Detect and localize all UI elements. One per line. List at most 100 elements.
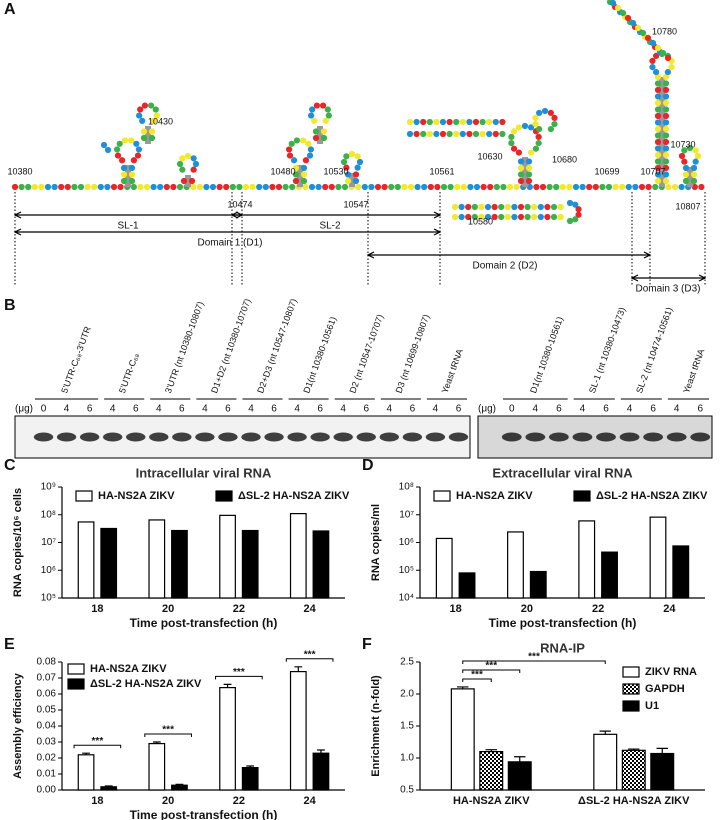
band xyxy=(356,432,376,442)
nucleotide xyxy=(309,106,316,113)
bar xyxy=(289,670,307,791)
legend-swatch xyxy=(433,490,451,502)
nucleotide xyxy=(143,183,151,191)
nucleotide xyxy=(592,183,599,191)
nucleotide xyxy=(517,171,525,178)
legend-label: ZIKV RNA xyxy=(645,666,697,678)
arrow-head xyxy=(13,228,442,236)
error-bar xyxy=(457,686,469,689)
region-label: SL-1 xyxy=(117,221,139,232)
region-label: Domain 1 (D1) xyxy=(197,238,262,249)
band xyxy=(218,432,238,442)
position-label: 10780 xyxy=(652,26,677,36)
legend-swatch xyxy=(622,666,640,678)
nucleotide xyxy=(654,171,662,178)
nucleotide xyxy=(58,183,65,191)
nucleotide xyxy=(150,183,157,191)
bar xyxy=(650,752,675,791)
bar xyxy=(148,742,166,791)
band xyxy=(333,432,353,442)
bar xyxy=(450,688,475,791)
nucleotide xyxy=(288,140,295,147)
nucleotide xyxy=(662,145,670,152)
nucleotide xyxy=(128,177,136,185)
nucleotide xyxy=(480,183,487,191)
dose-label: 6 xyxy=(133,404,139,415)
dose-label: 0 xyxy=(509,404,515,415)
x-tick-label: 24 xyxy=(663,603,676,615)
nucleotide xyxy=(546,183,553,191)
nucleotide xyxy=(311,117,318,124)
arrow-head xyxy=(366,251,652,259)
nucleotide xyxy=(566,199,574,207)
nucleotide xyxy=(355,183,362,191)
nucleotide xyxy=(508,133,515,140)
error-bar xyxy=(152,741,161,744)
bar xyxy=(219,514,236,599)
nucleotide xyxy=(299,137,307,144)
bar xyxy=(289,513,307,599)
nucleotide xyxy=(84,183,91,191)
band xyxy=(619,432,640,442)
region-label: Domain 2 (D2) xyxy=(472,261,537,272)
nucleotide xyxy=(302,157,310,164)
error-bar xyxy=(485,749,497,752)
dose-label: 6 xyxy=(87,404,93,415)
nucleotide xyxy=(649,63,656,71)
band xyxy=(149,432,169,442)
nucleotide xyxy=(544,203,551,211)
arrow-head xyxy=(230,211,442,219)
nucleotide xyxy=(654,151,662,159)
nucleotide xyxy=(535,140,542,147)
nucleotide xyxy=(662,99,670,107)
position-label: 10530 xyxy=(323,166,348,176)
nucleotide xyxy=(517,158,525,165)
nucleotide xyxy=(500,183,507,191)
dose-label: 4 xyxy=(387,404,393,415)
band xyxy=(425,432,446,442)
band xyxy=(572,432,593,442)
nucleotide xyxy=(312,128,320,135)
nucleotide xyxy=(654,99,662,107)
x-tick-label: 18 xyxy=(91,603,103,615)
position-label: 10707 xyxy=(640,166,665,176)
nucleotide xyxy=(368,183,375,191)
nucleotide xyxy=(116,140,123,147)
nucleotide xyxy=(282,183,289,191)
nucleotide xyxy=(341,183,349,191)
nucleotide xyxy=(682,164,690,172)
bar xyxy=(601,551,618,599)
nucleotide xyxy=(133,140,140,147)
lane-label: D1+D2 (nt 10380-10707) xyxy=(209,297,253,394)
nucleotide xyxy=(566,183,573,191)
nucleotide xyxy=(662,112,670,120)
nucleotide xyxy=(354,164,361,171)
significance-label: *** xyxy=(471,670,483,681)
nucleotide xyxy=(421,183,428,191)
nucleotide xyxy=(654,73,662,81)
dose-label: 4 xyxy=(248,404,254,415)
nucleotide xyxy=(305,140,312,147)
nucleotide xyxy=(471,213,478,221)
lane-label: D2 (nt 10547-10707) xyxy=(347,313,385,394)
nucleotide xyxy=(654,106,662,113)
dose-label: 4 xyxy=(294,404,300,415)
nucleotide xyxy=(229,183,236,191)
band xyxy=(690,432,711,442)
bar xyxy=(171,784,188,791)
nucleotide xyxy=(551,120,558,128)
nucleotide xyxy=(139,117,146,124)
y-tick-label: 0.08 xyxy=(37,657,57,668)
nucleotide xyxy=(420,130,427,138)
nucleotide xyxy=(388,183,395,191)
nucleotide xyxy=(352,177,360,185)
nucleotide xyxy=(401,183,408,191)
region-label: SL-2 xyxy=(319,221,341,232)
band xyxy=(79,432,100,442)
nucleotide xyxy=(662,73,670,81)
nucleotide xyxy=(292,171,300,178)
y-tick-label: 0.07 xyxy=(37,673,57,684)
nucleotide xyxy=(624,14,632,22)
x-tick-label: 22 xyxy=(592,603,604,615)
nucleotide xyxy=(406,118,414,126)
